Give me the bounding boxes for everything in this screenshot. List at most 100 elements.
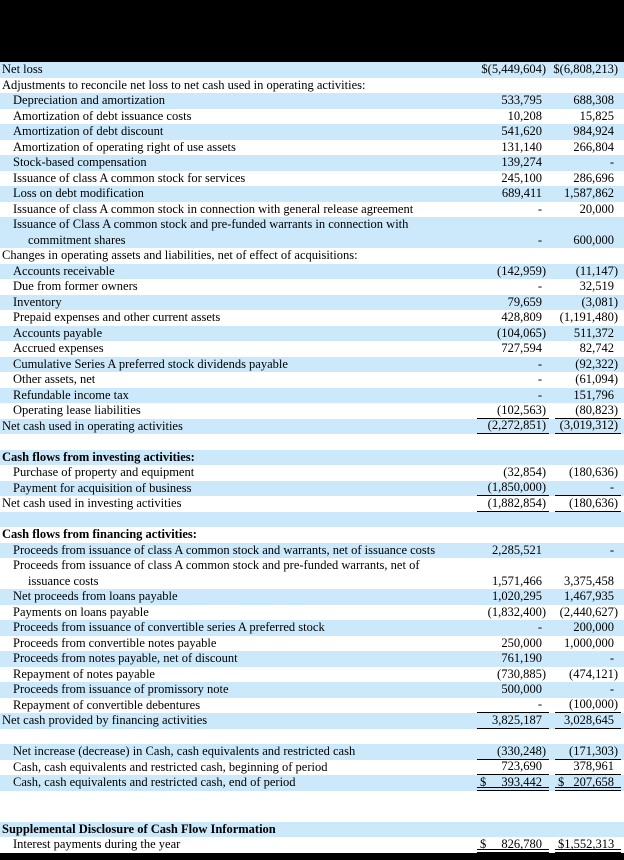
- row-label: Net loss: [0, 62, 477, 78]
- row-label-text: Net cash used in operating activities: [2, 418, 183, 433]
- amount-cell: 600,000: [555, 217, 621, 248]
- table-row: Amortization of debt issuance costs 10,20…: [0, 108, 624, 124]
- row-label-text: Operating lease liabilities: [13, 403, 141, 417]
- amount-cell: [477, 822, 549, 838]
- row-label: Inventory: [0, 295, 477, 311]
- table-row: Repayment of convertible debentures - (100…: [0, 697, 624, 713]
- amount-cell: 1,000,000: [555, 636, 621, 652]
- row-label: Cumulative Series A preferred stock divi…: [0, 357, 477, 373]
- amount-value: (32,854): [503, 465, 546, 479]
- table-row: Amortization of debt discount 541,620 984,…: [0, 124, 624, 140]
- amount-cell: (104,065): [477, 326, 549, 342]
- amount-value: 688,308: [573, 93, 614, 107]
- amount-cell: 689,411: [477, 186, 549, 202]
- amount-cell: 139,274: [477, 155, 549, 171]
- amount-value: 541,620: [501, 124, 542, 138]
- table-row: Proceeds from issuance of convertible se…: [0, 620, 624, 636]
- table-row: Cash, cash equivalents and restricted ca…: [0, 759, 624, 775]
- amount-cell: 32,519: [555, 279, 621, 295]
- amount-cell: $(6,808,213): [553, 62, 621, 78]
- amount-value: (730,885): [497, 666, 546, 681]
- row-label-text: Cumulative Series A preferred stock divi…: [13, 356, 288, 371]
- amount-cell: (11,147): [555, 264, 621, 280]
- amount-cell: 688,308: [555, 93, 621, 109]
- row-label: Due from former owners: [0, 279, 477, 295]
- amount-cell: 1,467,935: [555, 589, 621, 605]
- amount-cell: (1,191,480): [555, 310, 621, 326]
- amount-cell: 266,804: [555, 140, 621, 156]
- amount-cell: (330,248): [477, 744, 549, 760]
- table-row: Due from former owners - 32,519: [0, 279, 624, 295]
- row-label-text: Loss on debt modification: [13, 186, 144, 200]
- row-label-text: Net proceeds from loans payable: [13, 589, 178, 603]
- row-label: Net cash used in investing activities: [0, 496, 477, 512]
- table-row: Proceeds from convertible notes payable 2…: [0, 635, 624, 652]
- row-label-text: Due from former owners: [13, 279, 138, 293]
- amount-value: 511,372: [573, 325, 614, 340]
- row-label: Proceeds from convertible notes payable: [0, 636, 477, 652]
- section-header-row: Supplemental Disclosure of Cash Flow Inf…: [0, 821, 624, 838]
- row-label-text: Proceeds from issuance of convertible se…: [13, 620, 325, 634]
- amount-value: (330,248): [497, 743, 546, 758]
- amount-value: 1,571,466: [492, 573, 542, 588]
- amount-value: (2,440,627): [559, 604, 618, 619]
- amount-value: (104,065): [497, 325, 546, 340]
- amount-cell: [477, 450, 549, 466]
- row-label-text: Net cash provided by financing activitie…: [2, 713, 208, 727]
- row-label: Net cash provided by financing activitie…: [0, 713, 477, 729]
- row-label-text: Amortization of debt discount: [13, 124, 164, 138]
- amount-cell: (32,854): [477, 465, 549, 481]
- row-label: Payment for acquisition of business: [0, 481, 477, 497]
- amount-value: 266,804: [573, 139, 614, 154]
- amount-value: (1,832,400): [487, 604, 546, 619]
- amount-cell: (474,121): [555, 667, 621, 683]
- amount-value: 984,924: [573, 124, 614, 138]
- bottom-letterbox-bar: [0, 853, 624, 860]
- amount-value: 32,519: [579, 279, 614, 293]
- amount-value: 3,375,458: [564, 573, 614, 588]
- spacer-row: [0, 790, 624, 806]
- table-row: Depreciation and amortization 533,795 688,…: [0, 93, 624, 109]
- row-label: Proceeds from issuance of promissory not…: [0, 682, 477, 698]
- row-label: Cash flows from investing activities:: [0, 450, 477, 466]
- row-label-text: Issuance of class A common stock for ser…: [13, 170, 246, 185]
- row-label-text: Net loss: [2, 62, 43, 76]
- amount-value: 20,000: [579, 201, 614, 216]
- row-label-text: Amortization of operating right of use a…: [13, 139, 236, 154]
- amount-cell: [555, 450, 621, 466]
- amount-value: 3,028,645: [564, 712, 614, 727]
- amount-value: 245,100: [501, 170, 542, 185]
- table-row: Adjustments to reconcile net loss to net…: [0, 77, 624, 93]
- amount-cell: 541,620: [477, 124, 549, 140]
- amount-value: $(6,808,213): [553, 62, 618, 76]
- amount-cell: $393,442: [477, 775, 549, 791]
- amount-value: 15,825: [579, 108, 614, 123]
- table-row: Inventory 79,659 (3,081): [0, 294, 624, 311]
- amount-cell: $207,658: [555, 775, 621, 791]
- row-label-text: Cash, cash equivalents and restricted ca…: [13, 775, 296, 789]
- amount-cell: $826,780: [477, 837, 549, 853]
- amount-value: $(5,449,604): [481, 62, 546, 76]
- amount-cell: -: [477, 372, 549, 388]
- amount-cell: (171,303): [555, 744, 621, 760]
- table-row: Operating lease liabilities (102,563) (80,…: [0, 403, 624, 419]
- amount-cell: 3,028,645: [555, 713, 621, 729]
- amount-value: 727,594: [501, 341, 542, 355]
- table-row: Cumulative Series A preferred stock divi…: [0, 356, 624, 373]
- amount-value: (11,147): [575, 263, 618, 278]
- amount-value: 500,000: [501, 682, 542, 696]
- amount-cell: $1,552,313: [555, 837, 621, 853]
- amount-value: -: [537, 697, 542, 711]
- row-label-text: Payment for acquisition of business: [13, 480, 192, 495]
- row-label: Accounts receivable: [0, 264, 477, 280]
- row-label-text: Changes in operating assets and liabilit…: [2, 248, 358, 262]
- table-row: Payments on loans payable (1,832,400) (2,4…: [0, 604, 624, 620]
- table-row: Loss on debt modification 689,411 1,587,86…: [0, 186, 624, 202]
- table-row: Payment for acquisition of business (1,85…: [0, 480, 624, 497]
- section-header-row: Cash flows from financing activities:: [0, 527, 624, 543]
- row-label-text: Accrued expenses: [13, 341, 104, 355]
- amount-cell: 2,285,521: [477, 543, 549, 559]
- amount-cell: [477, 248, 549, 264]
- spacer-row: [0, 806, 624, 822]
- amount-value: -: [537, 201, 542, 216]
